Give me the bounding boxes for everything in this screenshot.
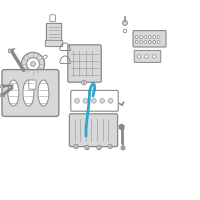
Circle shape [140, 36, 142, 38]
FancyBboxPatch shape [71, 90, 118, 111]
Circle shape [108, 144, 112, 149]
Polygon shape [121, 146, 125, 150]
Circle shape [100, 98, 105, 103]
Circle shape [27, 58, 39, 70]
FancyBboxPatch shape [68, 45, 101, 82]
Circle shape [97, 145, 101, 150]
Circle shape [91, 98, 96, 103]
FancyBboxPatch shape [134, 50, 161, 62]
FancyBboxPatch shape [50, 15, 55, 22]
Circle shape [83, 98, 88, 103]
FancyBboxPatch shape [1, 85, 5, 88]
Circle shape [75, 98, 79, 103]
Circle shape [82, 80, 86, 85]
Circle shape [108, 98, 113, 103]
Circle shape [153, 41, 156, 43]
Circle shape [157, 41, 160, 43]
FancyBboxPatch shape [46, 23, 62, 43]
Circle shape [157, 36, 160, 38]
Circle shape [153, 36, 156, 38]
Circle shape [140, 41, 142, 43]
Circle shape [137, 55, 141, 58]
FancyBboxPatch shape [8, 49, 14, 53]
Circle shape [21, 52, 45, 76]
Circle shape [135, 41, 138, 43]
Circle shape [145, 55, 148, 58]
Ellipse shape [8, 80, 19, 106]
Circle shape [144, 41, 147, 43]
Circle shape [135, 36, 138, 38]
FancyBboxPatch shape [29, 80, 36, 89]
Polygon shape [119, 124, 124, 130]
Circle shape [144, 36, 147, 38]
FancyBboxPatch shape [133, 31, 166, 47]
Circle shape [152, 55, 156, 58]
Circle shape [148, 41, 151, 43]
FancyBboxPatch shape [0, 94, 5, 97]
FancyBboxPatch shape [2, 70, 59, 116]
Circle shape [123, 29, 127, 33]
Circle shape [74, 144, 78, 149]
Circle shape [83, 82, 85, 84]
Ellipse shape [38, 80, 49, 106]
FancyBboxPatch shape [69, 114, 118, 147]
FancyBboxPatch shape [45, 40, 63, 47]
Ellipse shape [43, 55, 47, 59]
Circle shape [85, 145, 89, 150]
Ellipse shape [23, 80, 34, 106]
Circle shape [123, 21, 127, 25]
Circle shape [31, 62, 35, 66]
Circle shape [148, 36, 151, 38]
